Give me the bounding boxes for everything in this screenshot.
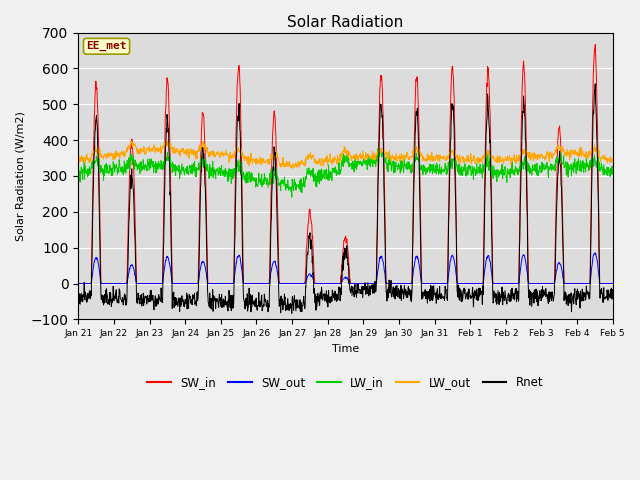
LW_out [194, 148, 202, 154]
SW_in [193, 281, 201, 287]
Rnet [288, 311, 296, 316]
LW_out [164, 137, 172, 143]
SW_in [180, 281, 188, 287]
SW_out [545, 281, 553, 287]
LW_in [288, 194, 296, 200]
LW_out [429, 156, 436, 162]
SW_out [498, 281, 506, 287]
Rnet [591, 81, 599, 87]
X-axis label: Time: Time [332, 344, 359, 354]
LW_out [74, 158, 82, 164]
Rnet [74, 292, 82, 298]
SW_out [428, 281, 436, 287]
SW_in [609, 281, 616, 287]
SW_out [591, 250, 599, 256]
Rnet [546, 299, 554, 305]
Y-axis label: Solar Radiation (W/m2): Solar Radiation (W/m2) [15, 111, 25, 241]
LW_in [374, 146, 382, 152]
Line: LW_out: LW_out [78, 140, 612, 169]
Rnet [499, 300, 506, 305]
SW_out [253, 281, 260, 287]
Line: LW_in: LW_in [78, 149, 612, 197]
SW_out [609, 281, 616, 287]
Rnet [609, 288, 616, 294]
LW_out [546, 149, 554, 155]
Text: EE_met: EE_met [86, 41, 127, 51]
LW_in [253, 181, 260, 187]
LW_in [609, 167, 616, 173]
SW_in [428, 281, 436, 287]
LW_out [253, 157, 261, 163]
LW_in [74, 170, 82, 176]
SW_in [591, 42, 599, 48]
LW_out [180, 149, 188, 155]
Line: SW_out: SW_out [78, 253, 612, 284]
Line: SW_in: SW_in [78, 45, 612, 284]
Rnet [180, 300, 188, 305]
SW_out [74, 281, 82, 287]
SW_out [180, 281, 188, 287]
SW_in [74, 281, 82, 287]
LW_in [499, 176, 507, 182]
LW_in [546, 164, 554, 170]
SW_in [545, 281, 553, 287]
Rnet [193, 289, 201, 295]
LW_in [193, 166, 201, 171]
Rnet [429, 298, 436, 303]
SW_in [498, 281, 506, 287]
SW_out [193, 281, 201, 287]
Line: Rnet: Rnet [78, 84, 612, 313]
LW_out [609, 158, 616, 164]
LW_in [429, 169, 436, 175]
LW_out [289, 166, 296, 172]
LW_in [180, 170, 188, 176]
Legend: SW_in, SW_out, LW_in, LW_out, Rnet: SW_in, SW_out, LW_in, LW_out, Rnet [143, 372, 548, 394]
SW_in [253, 281, 260, 287]
LW_out [499, 155, 507, 160]
Title: Solar Radiation: Solar Radiation [287, 15, 404, 30]
Rnet [253, 306, 260, 312]
